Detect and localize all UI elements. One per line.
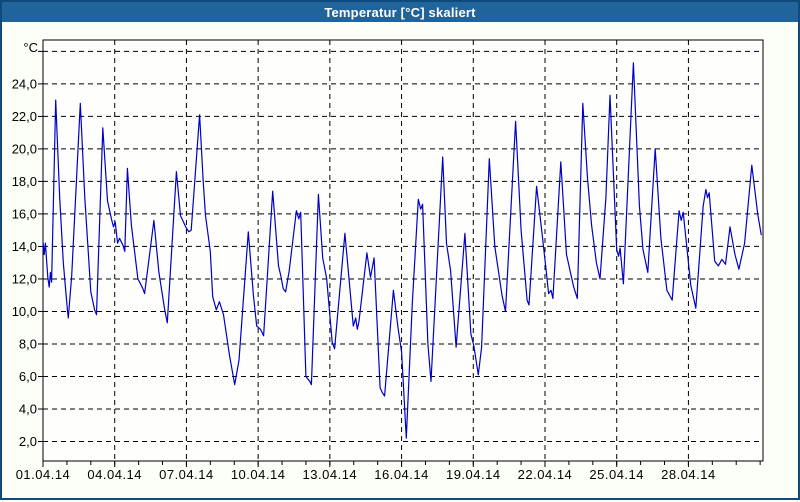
temperature-series-path <box>42 62 762 439</box>
x-tick-label: 16.04.14 <box>374 467 429 482</box>
x-tick-label: 19.04.14 <box>446 467 501 482</box>
x-tick-label: 22.04.14 <box>518 467 573 482</box>
plot-background <box>43 40 763 461</box>
y-tick-label: 12,0 <box>12 271 37 286</box>
x-tick-label: 13.04.14 <box>303 467 358 482</box>
y-axis-unit-label: °C <box>23 40 38 55</box>
x-tick-label: 07.04.14 <box>159 467 214 482</box>
x-tick-label: 28.04.14 <box>661 467 716 482</box>
y-tick-label: 2,0 <box>19 434 37 449</box>
y-tick-label: 6,0 <box>19 369 37 384</box>
y-tick-label: 18,0 <box>12 174 37 189</box>
y-tick-label: 4,0 <box>19 401 37 416</box>
x-tick-label: 01.04.14 <box>16 467 71 482</box>
chart-title: Temperatur [°C] skaliert <box>324 4 476 20</box>
y-tick-label: 16,0 <box>12 206 37 221</box>
y-tick-label: 24,0 <box>12 76 37 91</box>
y-tick-label: 14,0 <box>12 239 37 254</box>
y-tick-label: 20,0 <box>12 141 37 156</box>
plot-border <box>42 39 764 462</box>
x-tick-label: 04.04.14 <box>87 467 142 482</box>
title-bar: Temperatur [°C] skaliert <box>2 2 798 22</box>
y-tick-label: 10,0 <box>12 304 37 319</box>
x-tick-label: 10.04.14 <box>231 467 286 482</box>
y-tick-label: 22,0 <box>12 109 37 124</box>
x-tick-label: 25.04.14 <box>589 467 644 482</box>
y-tick-label: 8,0 <box>19 336 37 351</box>
